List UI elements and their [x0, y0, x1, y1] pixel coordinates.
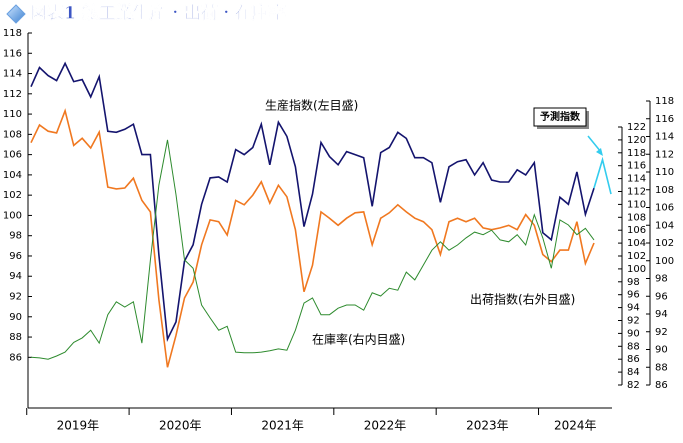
- y2-tick-label: 120: [627, 135, 646, 146]
- y-tick-label: 90: [9, 312, 22, 323]
- y2-tick-label: 114: [627, 174, 646, 185]
- y3-tick-label: 102: [655, 238, 674, 249]
- y3-tick-label: 116: [655, 114, 674, 125]
- y3-tick-label: 106: [655, 203, 674, 214]
- series-label: 在庫率(右内目盛): [312, 332, 405, 347]
- callout-box: [533, 107, 587, 127]
- y-tick-label: 96: [9, 251, 22, 262]
- series-line: [30, 139, 595, 360]
- y2-tick-label: 98: [627, 277, 640, 288]
- x-tick-label: 2024年: [554, 419, 597, 433]
- y3-tick-label: 108: [655, 185, 674, 196]
- y3-tick-label: 86: [655, 380, 668, 391]
- callout-arrow: [587, 135, 602, 153]
- y3-tick-label: 96: [655, 291, 668, 302]
- y2-tick-label: 86: [627, 354, 640, 365]
- y2-tick-label: 100: [627, 264, 646, 275]
- x-tick-label: 2021年: [261, 419, 304, 433]
- y2-tick-label: 116: [627, 161, 646, 172]
- y2-tick-label: 82: [627, 380, 640, 391]
- y-tick-label: 100: [3, 210, 22, 221]
- y3-tick-label: 92: [655, 327, 668, 338]
- y3-tick-label: 90: [655, 345, 668, 356]
- x-tick-label: 2020年: [159, 419, 202, 433]
- y2-tick-label: 92: [627, 316, 640, 327]
- y2-tick-label: 122: [627, 122, 646, 133]
- series-line: [30, 108, 595, 368]
- y2-tick-label: 90: [627, 328, 640, 339]
- y2-tick-label: 106: [627, 225, 646, 236]
- y-tick-label: 92: [9, 292, 22, 303]
- series-label: 生産指数(左目盛): [265, 98, 358, 113]
- y2-tick-label: 102: [627, 251, 646, 262]
- y-tick-label: 118: [3, 28, 22, 39]
- x-tick-label: 2019年: [57, 419, 100, 433]
- y2-tick-label: 104: [627, 238, 646, 249]
- y-tick-label: 116: [3, 48, 22, 59]
- series-label: 出荷指数(右外目盛): [470, 292, 575, 307]
- series-line: [30, 61, 595, 342]
- y2-tick-label: 84: [627, 367, 640, 378]
- y-tick-label: 110: [3, 109, 22, 120]
- y-tick-label: 98: [9, 231, 22, 242]
- y-tick-label: 106: [3, 150, 22, 161]
- y2-tick-label: 118: [627, 148, 646, 159]
- y2-tick-label: 88: [627, 341, 640, 352]
- series-line: [593, 156, 612, 195]
- y-tick-label: 114: [3, 69, 22, 80]
- y3-tick-label: 100: [655, 256, 674, 267]
- y2-tick-label: 96: [627, 290, 640, 301]
- y-tick-label: 104: [3, 170, 22, 181]
- y2-tick-label: 108: [627, 212, 646, 223]
- series-label: 予測指数: [540, 110, 581, 123]
- y-tick-label: 108: [3, 129, 22, 140]
- y2-tick-label: 110: [627, 199, 646, 210]
- x-tick-label: 2022年: [364, 419, 407, 433]
- y3-tick-label: 112: [655, 149, 674, 160]
- y3-tick-label: 110: [655, 167, 674, 178]
- y-tick-label: 112: [3, 89, 22, 100]
- title-icon: [6, 4, 26, 24]
- y2-tick-label: 112: [627, 187, 646, 198]
- y-tick-label: 94: [9, 271, 22, 282]
- x-tick-label: 2023年: [466, 419, 509, 433]
- callout-arrowhead: [596, 148, 603, 156]
- y-tick-label: 88: [9, 332, 22, 343]
- y3-tick-label: 104: [655, 220, 674, 231]
- y3-tick-label: 118: [655, 96, 674, 107]
- y3-tick-label: 94: [655, 309, 668, 320]
- y-tick-label: 86: [9, 352, 22, 363]
- y3-tick-label: 98: [655, 274, 668, 285]
- y3-tick-label: 114: [655, 132, 674, 143]
- y2-tick-label: 94: [627, 303, 640, 314]
- y3-tick-label: 88: [655, 362, 668, 373]
- y-tick-label: 102: [3, 190, 22, 201]
- chart-title: 図表1 鉱工業生産・出荷・在庫率: [30, 3, 286, 24]
